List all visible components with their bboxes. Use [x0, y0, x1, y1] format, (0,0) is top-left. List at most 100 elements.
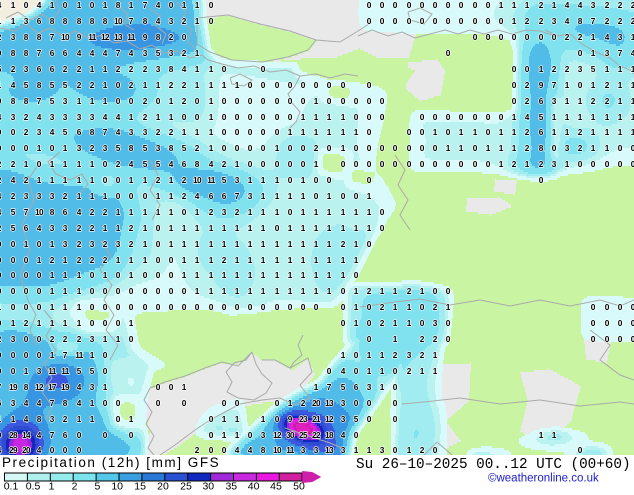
- svg-text:1: 1: [552, 0, 557, 10]
- svg-text:1: 1: [327, 239, 332, 249]
- svg-text:0: 0: [420, 318, 425, 328]
- svg-text:5: 5: [11, 223, 16, 233]
- svg-text:0: 0: [618, 334, 623, 344]
- svg-text:3: 3: [605, 48, 610, 58]
- svg-text:0: 0: [103, 286, 108, 296]
- svg-text:7: 7: [143, 0, 148, 10]
- svg-text:7: 7: [50, 430, 55, 440]
- svg-text:1: 1: [512, 16, 517, 26]
- svg-text:0: 0: [367, 143, 372, 153]
- svg-text:3: 3: [314, 445, 319, 455]
- svg-text:1: 1: [591, 127, 596, 137]
- svg-text:2: 2: [512, 159, 517, 169]
- svg-text:1: 1: [0, 414, 2, 424]
- svg-text:0: 0: [275, 80, 280, 90]
- svg-text:1: 1: [209, 270, 214, 280]
- svg-text:2: 2: [433, 334, 438, 344]
- svg-text:1: 1: [314, 223, 319, 233]
- svg-text:0: 0: [420, 127, 425, 137]
- svg-text:1: 1: [195, 80, 200, 90]
- svg-text:0: 0: [77, 430, 82, 440]
- svg-text:0: 0: [420, 112, 425, 122]
- svg-text:1: 1: [235, 239, 240, 249]
- svg-text:7: 7: [116, 48, 121, 58]
- svg-text:4: 4: [103, 48, 108, 58]
- svg-text:1: 1: [288, 239, 293, 249]
- svg-text:1: 1: [327, 255, 332, 265]
- svg-text:1: 1: [446, 302, 451, 312]
- svg-text:0: 0: [222, 96, 227, 106]
- svg-text:2: 2: [24, 175, 29, 185]
- svg-text:1: 1: [248, 255, 253, 265]
- svg-text:1: 1: [77, 175, 82, 185]
- svg-text:1: 1: [288, 127, 293, 137]
- svg-text:1: 1: [591, 32, 596, 42]
- svg-text:1: 1: [591, 80, 596, 90]
- svg-text:0: 0: [11, 350, 16, 360]
- svg-text:0: 0: [11, 366, 16, 376]
- svg-text:1: 1: [222, 270, 227, 280]
- svg-text:30: 30: [202, 481, 214, 491]
- svg-text:1: 1: [222, 223, 227, 233]
- svg-text:1: 1: [552, 127, 557, 137]
- svg-text:8: 8: [539, 143, 544, 153]
- svg-text:2: 2: [24, 127, 29, 137]
- svg-text:0: 0: [222, 398, 227, 408]
- svg-text:2: 2: [235, 207, 240, 217]
- svg-text:0: 0: [275, 112, 280, 122]
- svg-text:0: 0: [50, 445, 55, 455]
- svg-text:0: 0: [525, 32, 530, 42]
- svg-text:1: 1: [288, 223, 293, 233]
- svg-text:5: 5: [11, 207, 16, 217]
- svg-text:3: 3: [11, 32, 16, 42]
- svg-text:0: 0: [288, 96, 293, 106]
- svg-text:7: 7: [37, 96, 42, 106]
- svg-text:1: 1: [50, 350, 55, 360]
- svg-text:0: 0: [63, 0, 68, 10]
- svg-text:2: 2: [169, 127, 174, 137]
- svg-text:4: 4: [77, 382, 82, 392]
- svg-text:6: 6: [63, 207, 68, 217]
- svg-text:0: 0: [37, 302, 42, 312]
- svg-text:0: 0: [222, 445, 227, 455]
- svg-text:40: 40: [248, 481, 260, 491]
- svg-text:1: 1: [129, 318, 134, 328]
- svg-text:0: 0: [433, 0, 438, 10]
- svg-text:3: 3: [37, 191, 42, 201]
- svg-text:0: 0: [446, 334, 451, 344]
- svg-text:1: 1: [129, 112, 134, 122]
- svg-text:0: 0: [116, 414, 121, 424]
- svg-text:1: 1: [301, 112, 306, 122]
- svg-text:1: 1: [37, 175, 42, 185]
- svg-text:0: 0: [341, 159, 346, 169]
- svg-text:0: 0: [486, 32, 491, 42]
- svg-text:1: 1: [327, 207, 332, 217]
- svg-text:0: 0: [37, 334, 42, 344]
- svg-text:1: 1: [605, 64, 610, 74]
- svg-text:2: 2: [0, 223, 2, 233]
- svg-text:11: 11: [207, 175, 216, 185]
- svg-text:1: 1: [222, 414, 227, 424]
- svg-text:1: 1: [275, 255, 280, 265]
- svg-text:15: 15: [134, 481, 146, 491]
- svg-text:0: 0: [407, 127, 412, 137]
- svg-text:0: 0: [182, 302, 187, 312]
- svg-text:4: 4: [24, 398, 29, 408]
- svg-text:1: 1: [393, 286, 398, 296]
- svg-text:1: 1: [11, 318, 16, 328]
- svg-text:0: 0: [473, 0, 478, 10]
- svg-text:5: 5: [63, 127, 68, 137]
- svg-text:3: 3: [156, 143, 161, 153]
- svg-text:0: 0: [631, 302, 634, 312]
- svg-text:8: 8: [169, 64, 174, 74]
- svg-text:0: 0: [116, 398, 121, 408]
- svg-text:3: 3: [261, 430, 266, 440]
- svg-text:1: 1: [90, 175, 95, 185]
- svg-text:0: 0: [618, 302, 623, 312]
- svg-text:3: 3: [235, 175, 240, 185]
- svg-text:4: 4: [578, 0, 583, 10]
- svg-text:2: 2: [525, 143, 530, 153]
- svg-text:0: 0: [0, 366, 2, 376]
- svg-text:0: 0: [288, 207, 293, 217]
- svg-text:1: 1: [565, 159, 570, 169]
